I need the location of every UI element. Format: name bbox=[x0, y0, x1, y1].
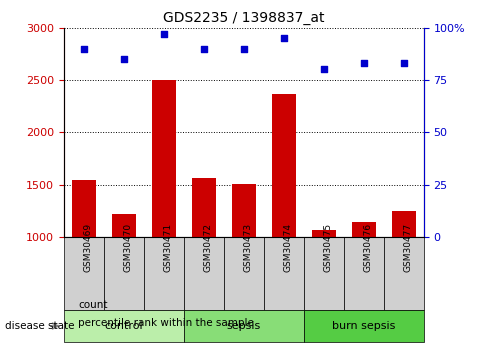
Text: GSM30477: GSM30477 bbox=[404, 223, 413, 273]
Text: control: control bbox=[104, 321, 143, 331]
Text: disease state: disease state bbox=[5, 321, 74, 331]
Bar bbox=[184, 237, 224, 310]
Bar bbox=[104, 237, 144, 310]
Text: GSM30472: GSM30472 bbox=[204, 224, 213, 273]
Text: GSM30470: GSM30470 bbox=[123, 223, 133, 273]
Bar bbox=[344, 237, 384, 310]
Bar bbox=[232, 184, 256, 237]
Bar bbox=[392, 211, 416, 237]
Bar bbox=[304, 310, 424, 342]
Bar bbox=[264, 237, 304, 310]
Bar bbox=[304, 237, 344, 310]
Bar bbox=[64, 237, 104, 310]
Point bbox=[320, 67, 328, 72]
Bar bbox=[64, 310, 184, 342]
Point bbox=[360, 60, 368, 66]
Text: GSM30476: GSM30476 bbox=[364, 223, 373, 273]
Text: GSM30474: GSM30474 bbox=[284, 224, 293, 273]
Point bbox=[200, 46, 208, 51]
Bar bbox=[152, 80, 176, 237]
Point bbox=[400, 60, 408, 66]
Text: GSM30469: GSM30469 bbox=[84, 223, 93, 273]
Text: burn sepsis: burn sepsis bbox=[332, 321, 395, 331]
Bar bbox=[72, 180, 96, 237]
Point bbox=[280, 35, 288, 41]
Bar bbox=[192, 178, 216, 237]
Bar bbox=[224, 237, 264, 310]
Text: percentile rank within the sample: percentile rank within the sample bbox=[78, 318, 254, 327]
Point bbox=[240, 46, 247, 51]
Text: GSM30473: GSM30473 bbox=[244, 223, 253, 273]
Point bbox=[160, 31, 168, 37]
Bar bbox=[312, 229, 336, 237]
Text: GSM30471: GSM30471 bbox=[164, 223, 173, 273]
Bar bbox=[352, 222, 376, 237]
Point bbox=[120, 56, 127, 62]
Point bbox=[80, 46, 88, 51]
Title: GDS2235 / 1398837_at: GDS2235 / 1398837_at bbox=[163, 11, 324, 25]
Bar bbox=[112, 214, 136, 237]
Text: GSM30475: GSM30475 bbox=[324, 223, 333, 273]
Bar bbox=[272, 93, 296, 237]
Text: count: count bbox=[78, 300, 108, 310]
Text: sepsis: sepsis bbox=[227, 321, 261, 331]
Bar bbox=[144, 237, 184, 310]
Bar bbox=[184, 310, 304, 342]
Bar bbox=[384, 237, 424, 310]
